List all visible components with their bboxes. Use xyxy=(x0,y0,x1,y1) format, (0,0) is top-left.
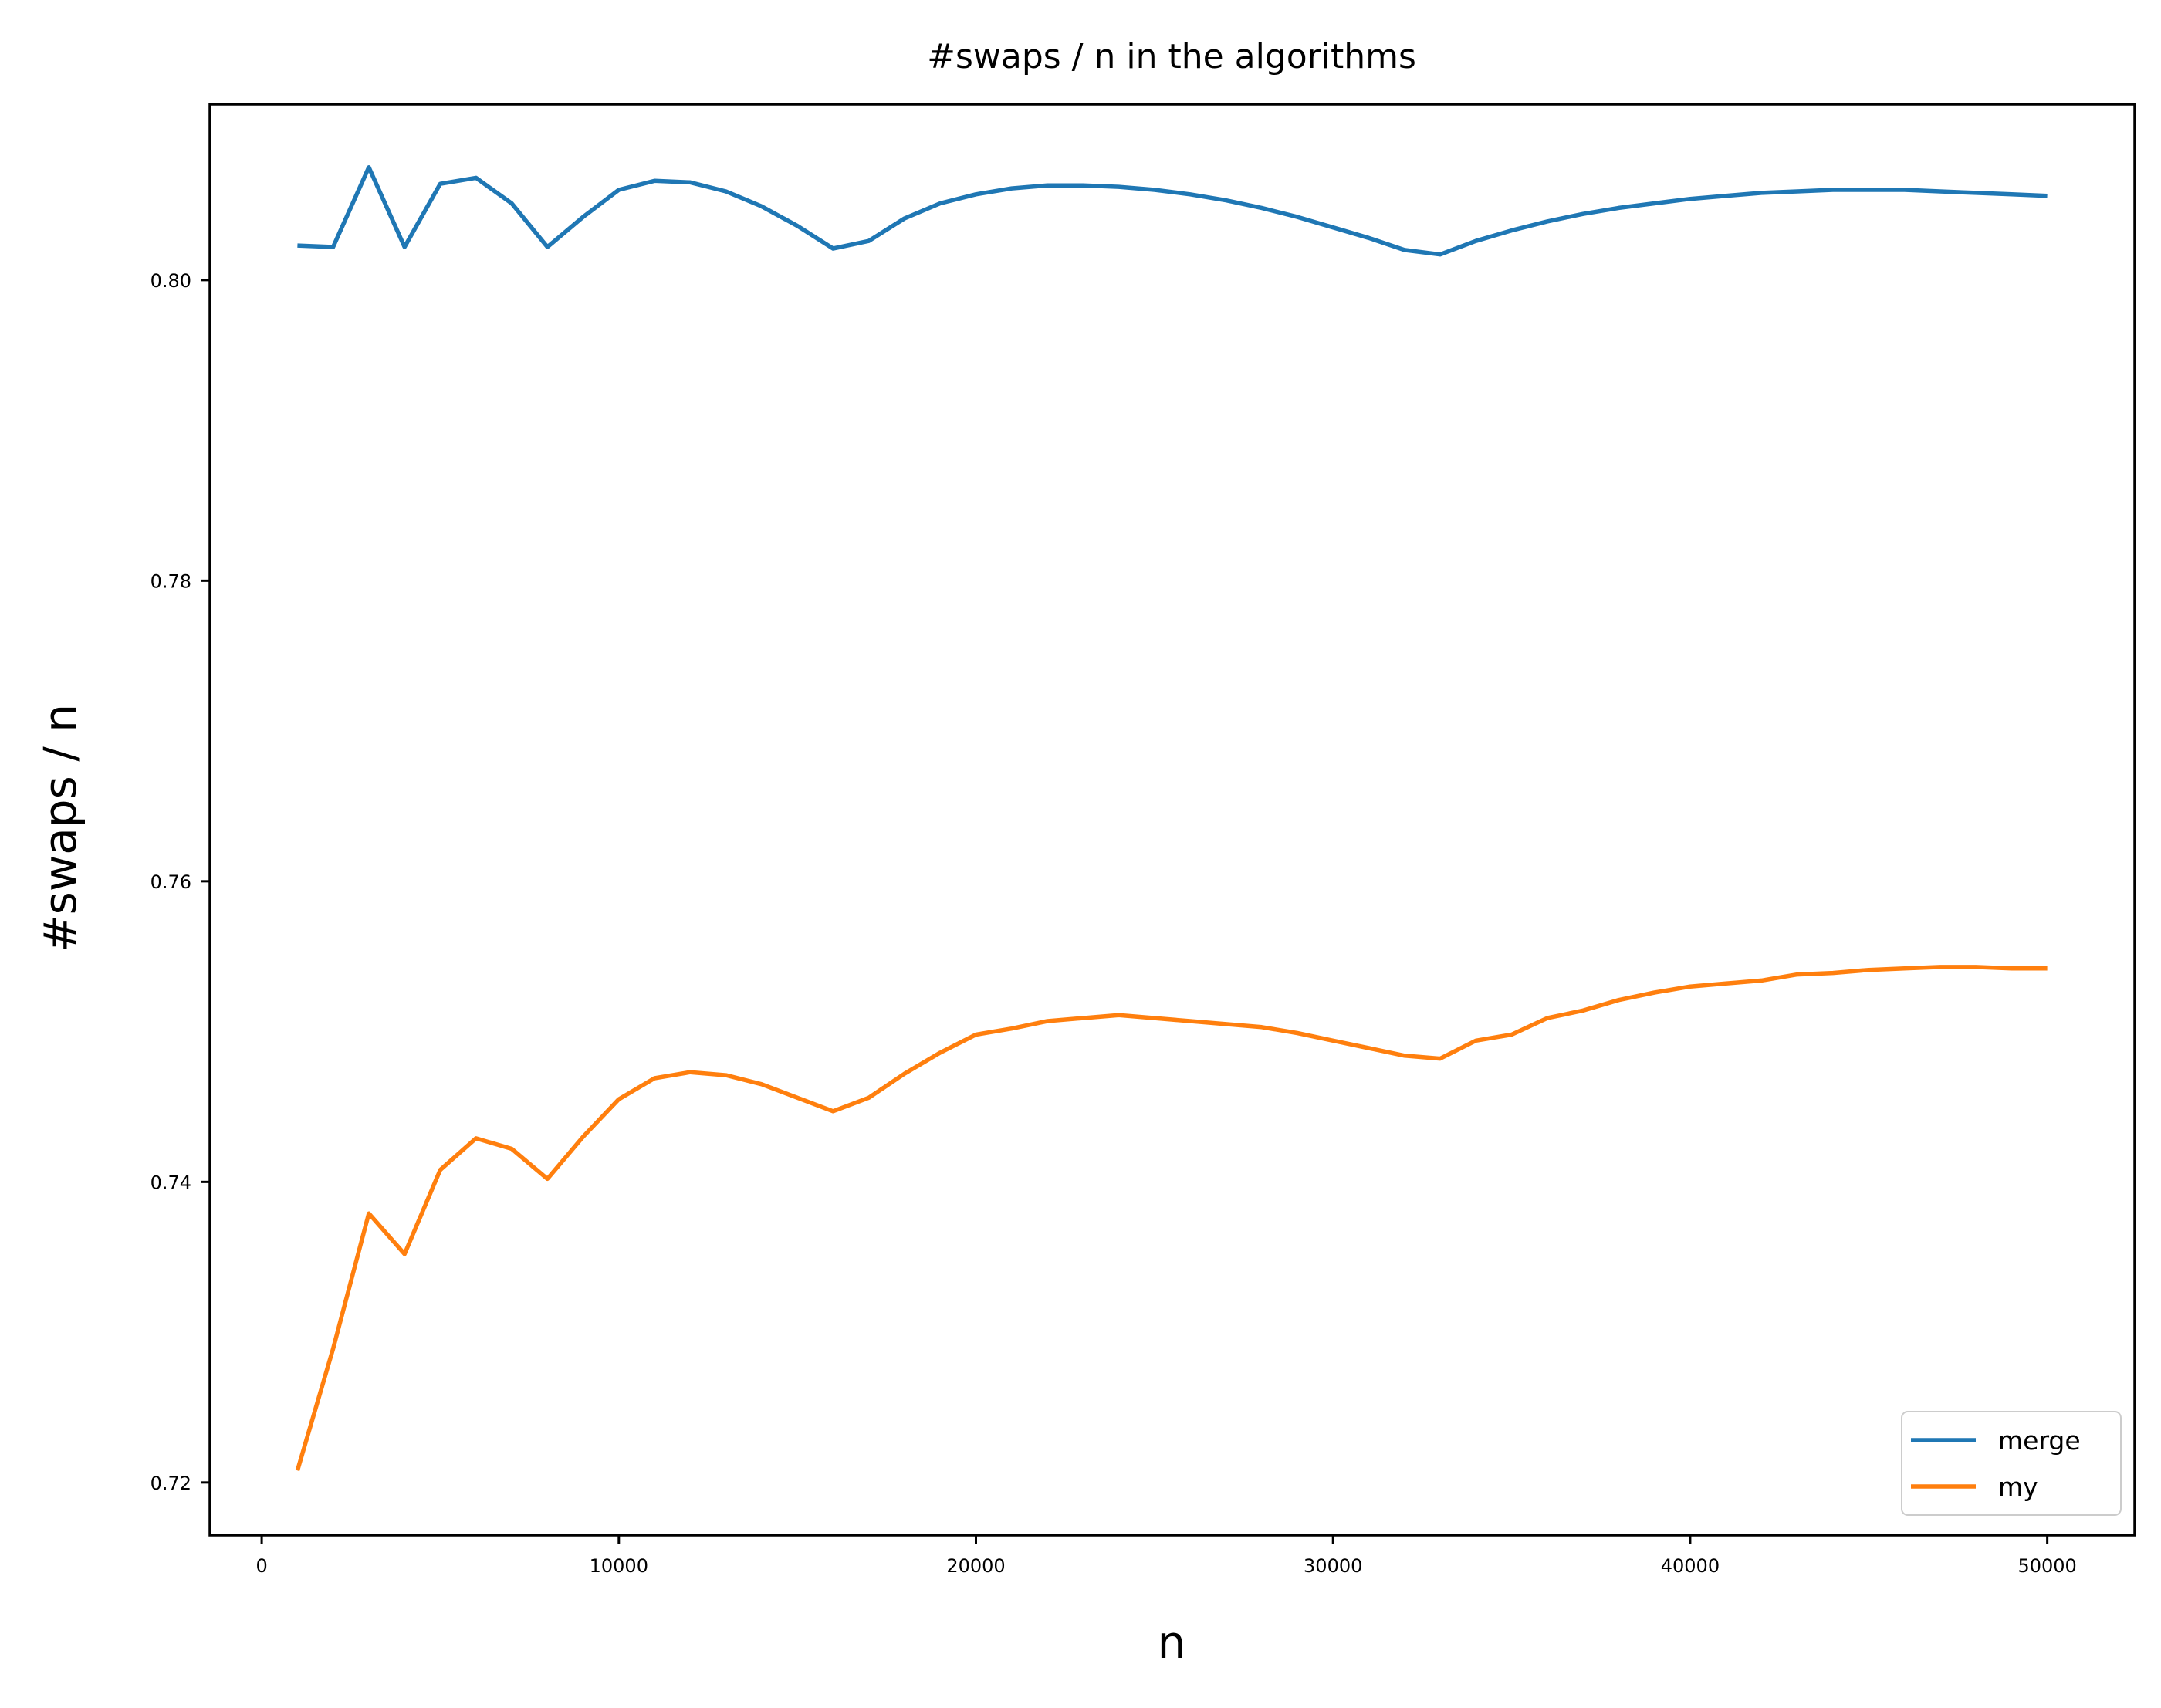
y-tick-label: 0.80 xyxy=(150,270,191,292)
y-tick-label: 0.78 xyxy=(150,570,191,592)
x-tick-label: 10000 xyxy=(590,1555,648,1577)
y-tick-label: 0.72 xyxy=(150,1473,191,1494)
y-tick-label: 0.76 xyxy=(150,871,191,893)
x-tick-label: 30000 xyxy=(1304,1555,1362,1577)
x-axis-title: n xyxy=(1158,1616,1186,1669)
legend-box xyxy=(1901,1411,2122,1516)
x-tick-label: 20000 xyxy=(946,1555,1005,1577)
y-tick-label: 0.74 xyxy=(150,1172,191,1193)
series-line-merge xyxy=(297,165,2048,257)
y-axis-title: #swaps / n xyxy=(34,704,86,952)
x-tick-label: 0 xyxy=(255,1555,267,1577)
series-lines xyxy=(295,165,2048,1472)
plot-area-frame xyxy=(208,103,2136,1537)
series-line-my xyxy=(295,965,2048,1472)
legend-label-merge: merge xyxy=(1998,1426,2081,1456)
x-ticks: 0 10000 20000 30000 40000 50000 xyxy=(255,1535,2077,1577)
x-tick-label: 50000 xyxy=(2017,1555,2076,1577)
legend-label-my: my xyxy=(1998,1472,2038,1502)
x-tick-label: 40000 xyxy=(1661,1555,1720,1577)
legend: merge my xyxy=(1901,1411,2122,1516)
y-ticks: 0.72 0.74 0.76 0.78 0.80 xyxy=(150,270,210,1494)
chart-title: #swaps / n in the algorithms xyxy=(927,37,1416,76)
